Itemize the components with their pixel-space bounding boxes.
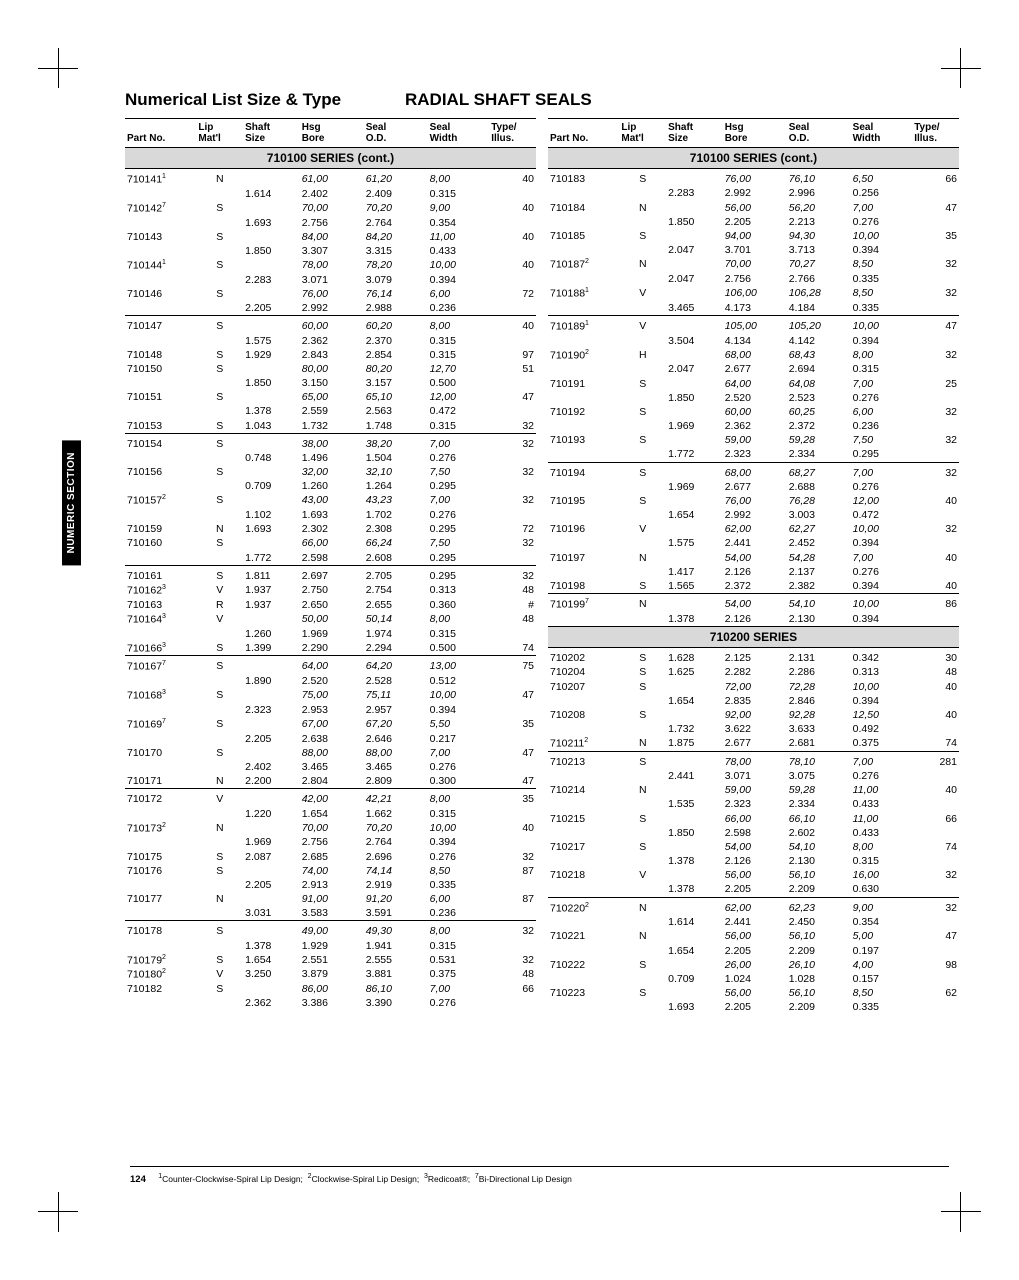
data-table-left: Part No. LipMat'l ShaftSize HsgBore Seal…: [125, 118, 536, 1010]
footnote-3: Redicoat®;: [428, 1174, 470, 1184]
title-right: RADIAL SHAFT SEALS: [405, 90, 592, 110]
page: NUMERIC SECTION Numerical List Size & Ty…: [0, 0, 1019, 1280]
title-row: Numerical List Size & Type RADIAL SHAFT …: [125, 90, 959, 110]
columns: Part No. LipMat'l ShaftSize HsgBore Seal…: [125, 118, 959, 1015]
title-left: Numerical List Size & Type: [125, 90, 405, 110]
right-column: Part No. LipMat'l ShaftSize HsgBore Seal…: [548, 118, 959, 1015]
footer: 124 1Counter-Clockwise-Spiral Lip Design…: [130, 1166, 949, 1185]
data-table-right: Part No. LipMat'l ShaftSize HsgBore Seal…: [548, 118, 959, 1015]
left-column: Part No. LipMat'l ShaftSize HsgBore Seal…: [125, 118, 536, 1015]
footnote-2: Clockwise-Spiral Lip Design;: [312, 1174, 420, 1184]
section-tab: NUMERIC SECTION: [62, 440, 81, 565]
footnote-1: Counter-Clockwise-Spiral Lip Design;: [162, 1174, 303, 1184]
page-number: 124: [130, 1174, 146, 1185]
footnote-7: Bi-Directional Lip Design: [479, 1174, 572, 1184]
